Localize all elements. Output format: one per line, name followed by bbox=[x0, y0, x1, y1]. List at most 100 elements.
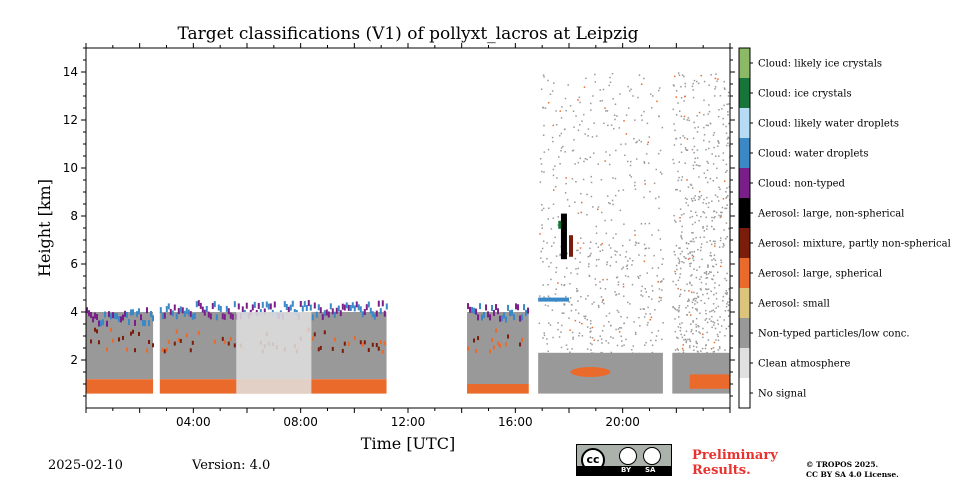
aerosol-pixel bbox=[134, 348, 136, 353]
speckle-pixel bbox=[691, 254, 694, 256]
speckle-pixel bbox=[651, 267, 654, 269]
speckle-pixel bbox=[724, 88, 726, 90]
speckle-pixel bbox=[685, 148, 687, 151]
speckle-pixel bbox=[677, 102, 679, 104]
aerosol-pixel bbox=[353, 336, 356, 341]
speckle-pixel bbox=[555, 255, 558, 257]
speckle-pixel bbox=[609, 81, 612, 83]
speckle-pixel bbox=[603, 325, 605, 327]
speckle-pixel bbox=[620, 327, 623, 329]
cloud-top-pixel bbox=[361, 311, 364, 318]
speckle-pixel bbox=[708, 140, 711, 143]
speckle-pixel bbox=[621, 340, 623, 342]
speckle-pixel bbox=[570, 309, 573, 312]
speckle-pixel bbox=[651, 298, 653, 300]
speckle-pixel bbox=[723, 244, 725, 247]
speckle-pixel bbox=[599, 287, 602, 290]
speckle-pixel bbox=[717, 335, 719, 338]
aerosol-pixel bbox=[177, 337, 180, 342]
speckle-pixel bbox=[635, 241, 637, 244]
preliminary-results-note: Preliminary Results. bbox=[692, 448, 778, 478]
speckle-pixel bbox=[725, 132, 728, 134]
speckle-pixel bbox=[563, 312, 565, 314]
speckle-pixel bbox=[542, 106, 544, 109]
x-tick-label: 12:00 bbox=[391, 415, 426, 429]
speckle-pixel bbox=[693, 303, 696, 305]
colorbar-swatch bbox=[739, 48, 750, 78]
cc-license-badge[interactable]: cc BY SA bbox=[576, 444, 672, 476]
speckle-pixel bbox=[555, 110, 557, 112]
speckle-pixel bbox=[613, 114, 616, 116]
speckle-pixel bbox=[577, 300, 579, 302]
cloud-top-pixel bbox=[173, 304, 176, 311]
cloud-top-pixel bbox=[241, 306, 244, 313]
cloud-top-pixel bbox=[479, 303, 482, 310]
speckle-pixel bbox=[714, 282, 716, 284]
speckle-pixel bbox=[560, 283, 563, 286]
speckle-pixel bbox=[706, 288, 708, 291]
speckle-pixel bbox=[700, 299, 702, 302]
aerosol-pixel bbox=[197, 331, 200, 336]
non-typed-layer bbox=[86, 312, 154, 380]
speckle-pixel bbox=[604, 219, 606, 222]
speckle-pixel bbox=[687, 338, 689, 341]
speckle-pixel bbox=[702, 225, 704, 228]
speckle-pixel bbox=[697, 248, 699, 251]
speckle-pixel bbox=[549, 93, 552, 96]
speckle-pixel bbox=[697, 164, 699, 167]
speckle-pixel bbox=[599, 250, 601, 253]
speckle-pixel bbox=[713, 293, 715, 296]
speckle-pixel bbox=[609, 76, 611, 79]
speckle-pixel bbox=[587, 135, 589, 137]
speckle-pixel bbox=[599, 100, 602, 102]
speckle-pixel bbox=[618, 293, 620, 295]
speckle-pixel bbox=[713, 228, 715, 230]
cloud-top-pixel bbox=[171, 310, 174, 317]
speckle-pixel bbox=[601, 342, 603, 344]
speckle-pixel bbox=[551, 136, 554, 139]
speckle-pixel bbox=[679, 273, 682, 275]
clean-atmosphere-patch bbox=[236, 312, 312, 394]
speckle-pixel bbox=[705, 273, 708, 276]
speckle-pixel bbox=[647, 306, 649, 309]
cloud-top-pixel bbox=[223, 313, 226, 320]
speckle-pixel bbox=[703, 272, 706, 274]
speckle-pixel bbox=[724, 171, 727, 173]
colorbar-swatch bbox=[739, 378, 750, 408]
colorbar-swatch bbox=[739, 288, 750, 318]
speckle-pixel bbox=[700, 289, 702, 291]
speckle-pixel bbox=[641, 295, 644, 297]
speckle-pixel bbox=[691, 223, 694, 226]
speckle-pixel bbox=[579, 237, 582, 239]
speckle-pixel bbox=[610, 124, 613, 126]
speckle-pixel bbox=[544, 107, 547, 109]
speckle-pixel bbox=[681, 176, 684, 178]
speckle-pixel bbox=[589, 255, 591, 257]
cloud-top-pixel bbox=[217, 304, 220, 311]
speckle-pixel bbox=[592, 95, 594, 97]
aerosol-pixel bbox=[379, 340, 382, 345]
speckle-pixel bbox=[725, 207, 728, 210]
speckle-pixel bbox=[624, 256, 627, 258]
speckle-pixel bbox=[655, 335, 658, 337]
speckle-pixel bbox=[712, 240, 715, 243]
speckle-pixel bbox=[600, 244, 602, 246]
speckle-pixel bbox=[541, 227, 543, 229]
speckle-pixel bbox=[699, 165, 701, 167]
speckle-pixel bbox=[570, 303, 573, 306]
speckle-pixel bbox=[718, 186, 720, 189]
speckle-pixel bbox=[728, 186, 730, 188]
speckle-pixel bbox=[565, 177, 567, 179]
speckle-pixel bbox=[577, 249, 579, 252]
colorbar-swatch bbox=[739, 318, 750, 348]
speckle-pixel bbox=[673, 214, 675, 217]
speckle-pixel bbox=[699, 332, 702, 335]
speckle-pixel bbox=[709, 240, 711, 242]
speckle-pixel bbox=[651, 95, 654, 97]
legend-label: Aerosol: large, spherical bbox=[757, 269, 882, 280]
speckle-pixel bbox=[680, 214, 683, 216]
speckle-pixel bbox=[559, 163, 561, 165]
speckle-pixel bbox=[680, 234, 682, 237]
speckle-pixel bbox=[620, 315, 622, 318]
cloud-top-pixel bbox=[273, 301, 276, 308]
